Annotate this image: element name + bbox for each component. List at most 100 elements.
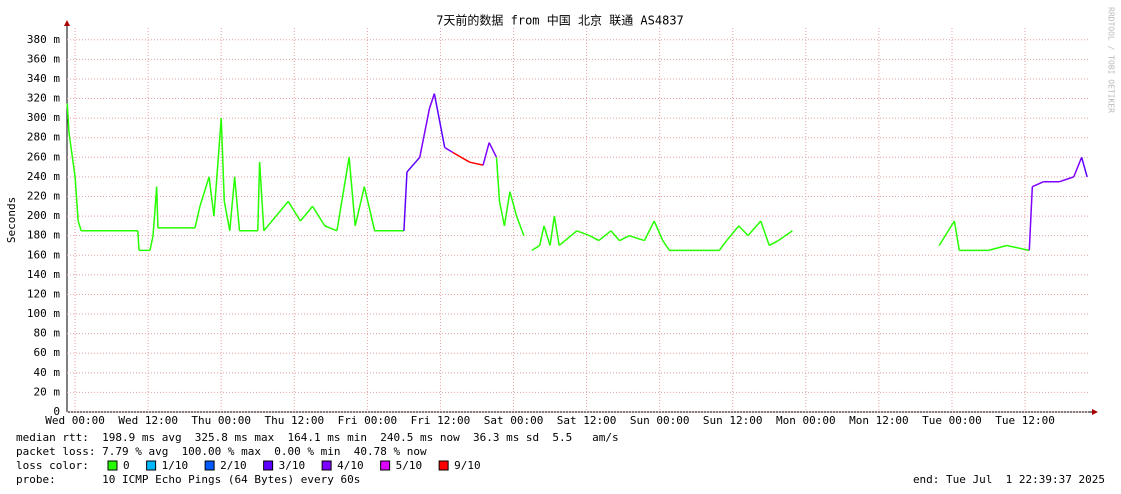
y-tick-label: 160 m [27,248,60,261]
median-segment [229,176,236,231]
loss-color-label: loss color: [16,459,89,472]
loss-label: 9/10 [454,459,481,472]
x-arrow [1092,409,1098,415]
median-segment [208,176,215,217]
median-segment [553,215,560,246]
median-segment [469,161,484,166]
median-segment [257,162,261,231]
median-segment [643,220,655,241]
loss-label: 2/10 [220,459,247,472]
median-segment [363,186,376,231]
median-segment [233,176,241,231]
median-segment [68,132,76,178]
y-tick-label: 60 m [34,346,61,359]
loss-label: 0 [123,459,130,472]
x-tick-label: Tue 00:00 [922,414,982,427]
median-segment [1073,157,1083,178]
median-segment [1032,181,1044,188]
y-tick-label: 240 m [27,170,60,183]
median-segment [1080,157,1088,178]
x-tick-label: Fri 12:00 [411,414,471,427]
median-segment [576,230,590,237]
x-tick-label: Thu 00:00 [191,414,251,427]
x-tick-label: Thu 12:00 [265,414,325,427]
median-segment [258,162,265,231]
x-tick-label: Sun 00:00 [630,414,690,427]
median-segment [531,244,541,252]
median-segment [152,186,158,236]
median-segment [747,220,762,237]
median-segment [77,220,82,231]
median-segment [299,205,314,222]
y-tick-label: 20 m [34,385,61,398]
median-segment [452,151,471,163]
median-segment [406,156,421,173]
y-tick-label: 380 m [27,33,60,46]
median-segment [777,230,793,242]
median-segment [953,220,961,251]
median-segment [194,206,201,229]
median-segment [66,103,70,133]
stats-loss: packet loss: 7.79 % avg 100.00 % max 0.0… [16,445,427,458]
median-segment [444,146,454,154]
end-time: end: Tue Jul 1 22:39:37 2025 [913,473,1105,486]
median-segment [403,171,408,231]
y-tick-label: 260 m [27,150,60,163]
y-tick-label: 0 [53,405,60,418]
median-segment [515,215,525,236]
median-segment [220,118,226,202]
loss-swatch [107,460,118,471]
median-segment [1058,176,1074,183]
median-segment [738,225,749,237]
median-segment [419,108,431,158]
median-segment [768,239,779,247]
x-tick-label: Wed 00:00 [45,414,105,427]
x-tick-label: Sat 00:00 [484,414,544,427]
median-segment [1028,186,1034,251]
median-segment [428,93,436,109]
y-tick-label: 220 m [27,189,60,202]
loss-swatch [204,460,215,471]
y-tick-label: 280 m [27,131,60,144]
loss-label: 4/10 [337,459,364,472]
loss-swatch [263,460,274,471]
median-segment [495,157,501,202]
y-tick-label: 180 m [27,229,60,242]
median-segment [653,220,664,241]
median-segment [558,230,578,247]
median-segment [137,230,140,251]
median-segment [509,191,518,217]
median-segment [348,157,356,226]
x-tick-label: Mon 12:00 [849,414,909,427]
x-tick-label: Wed 12:00 [118,414,178,427]
median-segment [718,240,728,251]
median-segment [199,176,210,207]
y-tick-label: 80 m [34,327,61,340]
median-segment [149,235,154,251]
x-tick-label: Sat 12:00 [557,414,617,427]
median-segment [598,230,612,242]
y-tick-label: 200 m [27,209,60,222]
median-segment [988,244,1007,252]
median-segment [589,235,600,242]
median-segment [263,215,277,232]
median-segment [155,186,159,228]
median-segment [275,200,289,217]
median-segment [287,200,302,222]
x-tick-label: Sun 12:00 [703,414,763,427]
y-tick-label: 340 m [27,72,60,85]
median-segment [1006,244,1030,252]
y-tick-label: 320 m [27,92,60,105]
chart-title: 7天前的数据 from 中国 北京 联通 AS4837 [436,13,684,28]
median-segment [503,191,511,226]
median-segment [760,220,770,246]
y-tick-label: 40 m [34,366,61,379]
median-segment [538,225,545,246]
median-segment [213,118,222,217]
median-segment [726,225,740,242]
loss-swatch [321,460,332,471]
median-segment [354,186,366,227]
x-tick-label: Mon 00:00 [776,414,836,427]
median-segment [223,201,231,231]
